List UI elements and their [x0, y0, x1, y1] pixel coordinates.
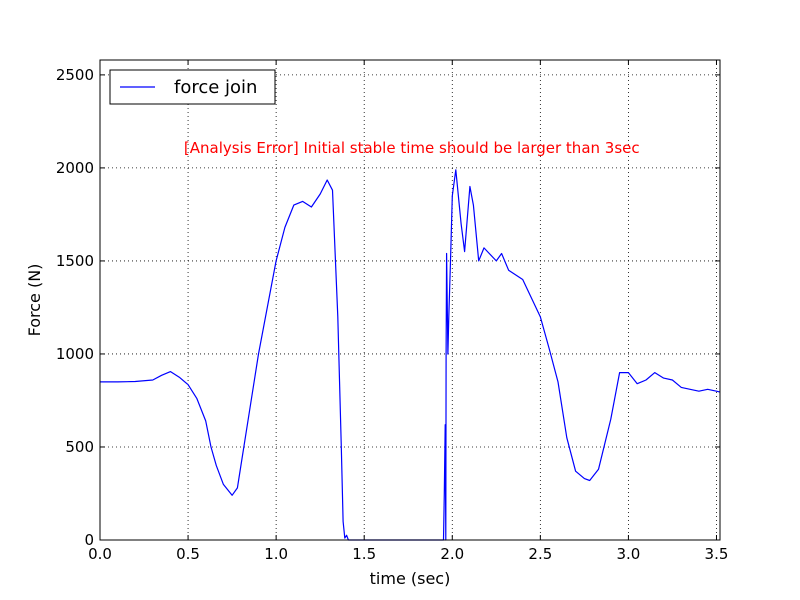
axis-ticks: 0.0 0.5 1.0 1.5 2.0 2.5 3.0 3.5 0 500 1000 1500 2000…: [56, 60, 729, 563]
legend-label-force-join: force join: [174, 77, 257, 98]
analysis-error-annotation: [Analysis Error] Initial stable time sho…: [184, 139, 640, 157]
x-tick-label: 0.5: [176, 545, 200, 563]
legend: force join: [109, 69, 276, 105]
x-tick-label: 3.5: [705, 545, 729, 563]
y-tick-label: 2000: [56, 159, 94, 177]
plot-frame: [99, 59, 721, 541]
series-layer: [100, 169, 721, 541]
x-tick-label: 3.0: [616, 545, 640, 563]
grid-lines: [99, 60, 720, 541]
x-tick-label: 1.0: [264, 545, 288, 563]
y-tick-label: 0: [84, 531, 94, 549]
series-line-force-join: [100, 169, 721, 541]
y-tick-label: 1000: [56, 345, 94, 363]
y-tick-label: 500: [65, 438, 94, 456]
y-tick-label: 1500: [56, 252, 94, 270]
x-axis-label: time (sec): [370, 569, 451, 588]
y-axis-label: Force (N): [25, 264, 44, 337]
x-tick-label: 2.0: [440, 545, 464, 563]
x-tick-label: 1.5: [352, 545, 376, 563]
x-tick-label: 0.0: [88, 545, 112, 563]
y-tick-label: 2500: [56, 66, 94, 84]
x-tick-label: 2.5: [528, 545, 552, 563]
